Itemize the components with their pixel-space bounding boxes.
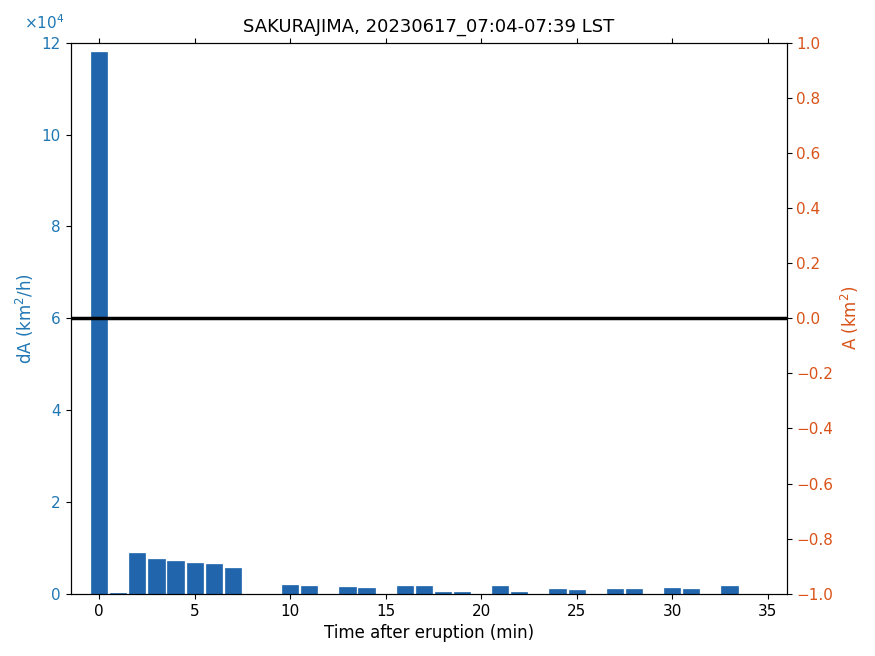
Bar xyxy=(91,52,108,594)
Bar xyxy=(511,592,528,594)
Bar xyxy=(626,589,642,594)
Bar xyxy=(167,561,184,594)
Y-axis label: dA (km$^2$/h): dA (km$^2$/h) xyxy=(14,273,36,363)
Bar xyxy=(206,564,222,594)
Bar xyxy=(664,588,680,594)
Bar xyxy=(396,586,413,594)
Bar xyxy=(282,585,298,594)
Bar xyxy=(149,560,164,594)
X-axis label: Time after eruption (min): Time after eruption (min) xyxy=(324,624,534,642)
Bar xyxy=(454,592,470,594)
Bar xyxy=(416,586,432,594)
Bar xyxy=(435,592,452,594)
Bar xyxy=(130,554,145,594)
Y-axis label: A (km$^2$): A (km$^2$) xyxy=(839,286,861,350)
Bar xyxy=(301,586,318,594)
Bar xyxy=(606,589,623,594)
Bar xyxy=(225,568,241,594)
Text: ×10$^4$: ×10$^4$ xyxy=(24,13,65,31)
Bar xyxy=(721,586,738,594)
Bar xyxy=(569,590,584,594)
Bar xyxy=(359,588,374,594)
Bar xyxy=(550,589,565,594)
Title: SAKURAJIMA, 20230617_07:04-07:39 LST: SAKURAJIMA, 20230617_07:04-07:39 LST xyxy=(243,18,614,36)
Bar xyxy=(110,593,126,594)
Bar xyxy=(492,586,508,594)
Bar xyxy=(340,587,355,594)
Bar xyxy=(683,589,699,594)
Bar xyxy=(186,563,203,594)
